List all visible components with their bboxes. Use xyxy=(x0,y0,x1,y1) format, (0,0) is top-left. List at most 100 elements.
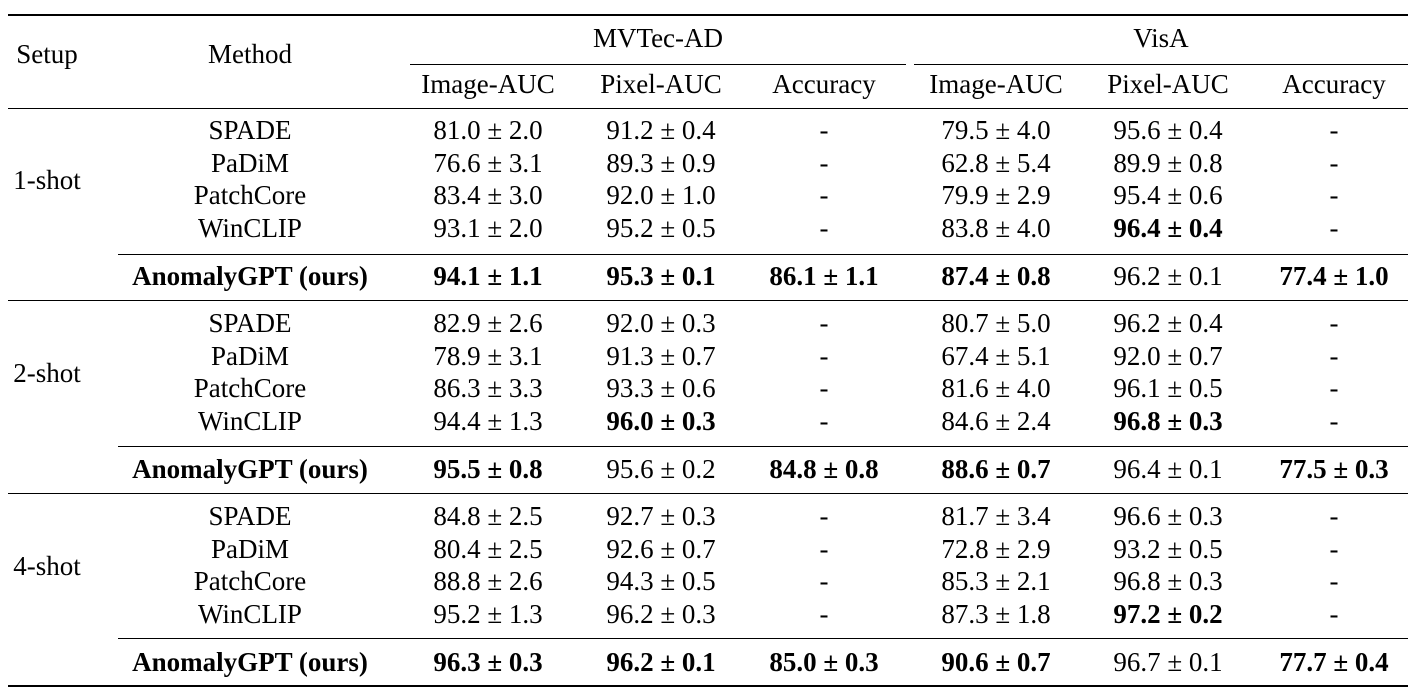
metric-value: 81.7 ± 3.4 xyxy=(941,501,1051,531)
method-name: SPADE xyxy=(208,115,292,145)
method-name: PaDiM xyxy=(210,340,289,371)
group-rule-2 xyxy=(8,493,1408,494)
bottom-rule xyxy=(8,685,1408,687)
metric-value: - xyxy=(1329,533,1339,564)
metric-value: 96.6 ± 0.3 xyxy=(1113,501,1223,531)
metric-value: 95.2 ± 1.3 xyxy=(433,598,543,629)
metric-value: 77.7 ± 0.4 xyxy=(1279,647,1389,677)
metric-value: - xyxy=(819,308,829,338)
header-dataset-visa: VisA xyxy=(1133,23,1189,53)
ours-rule-3 xyxy=(118,638,1408,639)
metric-value: 67.4 ± 5.1 xyxy=(941,340,1051,371)
header-metric: Pixel-AUC xyxy=(600,69,722,99)
method-name: AnomalyGPT (ours) xyxy=(132,647,368,677)
header-metric: Accuracy xyxy=(772,69,876,99)
method-name: PatchCore xyxy=(193,566,307,596)
metric-value: 89.3 ± 0.9 xyxy=(606,147,716,178)
metric-value: - xyxy=(819,212,829,243)
metric-value: 96.7 ± 0.1 xyxy=(1113,647,1223,677)
metric-value: 80.7 ± 5.0 xyxy=(941,308,1051,338)
metric-value: 84.6 ± 2.4 xyxy=(941,405,1051,436)
metric-value: 80.4 ± 2.5 xyxy=(433,533,543,564)
metric-value: - xyxy=(1329,501,1339,531)
metric-value: 84.8 ± 0.8 xyxy=(769,454,879,484)
method-name: AnomalyGPT (ours) xyxy=(132,454,368,484)
header-dataset-mvtec: MVTec-AD xyxy=(592,23,724,53)
method-name: PatchCore xyxy=(193,180,307,210)
method-name: WinCLIP xyxy=(198,212,302,243)
metric-value: 95.6 ± 0.4 xyxy=(1113,115,1223,145)
metric-value: - xyxy=(1329,147,1339,178)
metric-value: 94.4 ± 1.3 xyxy=(433,405,543,436)
metric-value: 77.4 ± 1.0 xyxy=(1279,261,1389,291)
metric-value: 79.5 ± 4.0 xyxy=(941,115,1051,145)
metric-value: - xyxy=(819,180,829,210)
metric-value: 79.9 ± 2.9 xyxy=(941,180,1051,210)
method-name: SPADE xyxy=(208,501,292,531)
metric-value: 76.6 ± 3.1 xyxy=(433,147,543,178)
metric-value: 96.8 ± 0.3 xyxy=(1113,566,1223,596)
metric-value: 83.4 ± 3.0 xyxy=(433,180,543,210)
metric-value: - xyxy=(1329,405,1339,436)
metric-value: 96.4 ± 0.4 xyxy=(1113,212,1223,243)
metric-value: - xyxy=(1329,598,1339,629)
header-rule xyxy=(8,108,1408,109)
metric-value: - xyxy=(819,115,829,145)
metric-value: 91.3 ± 0.7 xyxy=(606,340,716,371)
metric-value: - xyxy=(819,147,829,178)
metric-value: 95.4 ± 0.6 xyxy=(1113,180,1223,210)
metric-value: - xyxy=(819,501,829,531)
metric-value: 78.9 ± 3.1 xyxy=(433,340,543,371)
metric-value: 93.2 ± 0.5 xyxy=(1113,533,1223,564)
metric-value: - xyxy=(1329,340,1339,371)
ours-rule-2 xyxy=(118,446,1408,447)
metric-value: - xyxy=(819,373,829,403)
metric-value: 88.8 ± 2.6 xyxy=(433,566,543,596)
metric-value: 96.1 ± 0.5 xyxy=(1113,373,1223,403)
metric-value: 92.7 ± 0.3 xyxy=(606,501,716,531)
metric-value: 85.3 ± 2.1 xyxy=(941,566,1051,596)
metric-value: 96.2 ± 0.4 xyxy=(1113,308,1223,338)
metric-value: 85.0 ± 0.3 xyxy=(769,647,879,677)
metric-value: 95.6 ± 0.2 xyxy=(606,454,716,484)
metric-value: 94.3 ± 0.5 xyxy=(606,566,716,596)
ours-rule-1 xyxy=(118,254,1408,255)
metric-value: 84.8 ± 2.5 xyxy=(433,501,543,531)
method-name: AnomalyGPT (ours) xyxy=(132,261,368,291)
metric-value: 92.6 ± 0.7 xyxy=(606,533,716,564)
metric-value: 88.6 ± 0.7 xyxy=(941,454,1051,484)
dataset-underline-visa xyxy=(914,64,1408,65)
metric-value: - xyxy=(1329,212,1339,243)
metric-value: 92.0 ± 0.3 xyxy=(606,308,716,338)
metric-value: - xyxy=(819,533,829,564)
method-name: PaDiM xyxy=(210,147,289,178)
metric-value: 81.0 ± 2.0 xyxy=(433,115,543,145)
method-name: WinCLIP xyxy=(198,405,302,436)
header-metric: Image-AUC xyxy=(929,69,1063,99)
header-metric: Accuracy xyxy=(1282,69,1386,99)
metric-value: 87.3 ± 1.8 xyxy=(941,598,1051,629)
metric-value: 96.4 ± 0.1 xyxy=(1113,454,1223,484)
metric-value: 97.2 ± 0.2 xyxy=(1113,598,1223,629)
metric-value: 96.3 ± 0.3 xyxy=(433,647,543,677)
metric-value: 77.5 ± 0.3 xyxy=(1279,454,1389,484)
metric-value: - xyxy=(1329,308,1339,338)
metric-value: 93.1 ± 2.0 xyxy=(433,212,543,243)
metric-value: 87.4 ± 0.8 xyxy=(941,261,1051,291)
metric-value: 89.9 ± 0.8 xyxy=(1113,147,1223,178)
metric-value: 96.8 ± 0.3 xyxy=(1113,405,1223,436)
group-rule-1 xyxy=(8,300,1408,301)
metric-value: 72.8 ± 2.9 xyxy=(941,533,1051,564)
metric-value: - xyxy=(1329,566,1339,596)
metric-value: 90.6 ± 0.7 xyxy=(941,647,1051,677)
metric-value: 62.8 ± 5.4 xyxy=(941,147,1051,178)
metric-value: 83.8 ± 4.0 xyxy=(941,212,1051,243)
method-name: PatchCore xyxy=(193,373,307,403)
metric-value: 94.1 ± 1.1 xyxy=(433,261,543,291)
metric-value: - xyxy=(819,566,829,596)
method-name: PaDiM xyxy=(210,533,289,564)
metric-value: - xyxy=(819,598,829,629)
dataset-underline-mvtec xyxy=(410,64,906,65)
setup-label: 1-shot xyxy=(13,165,81,196)
metric-value: 96.2 ± 0.3 xyxy=(606,598,716,629)
